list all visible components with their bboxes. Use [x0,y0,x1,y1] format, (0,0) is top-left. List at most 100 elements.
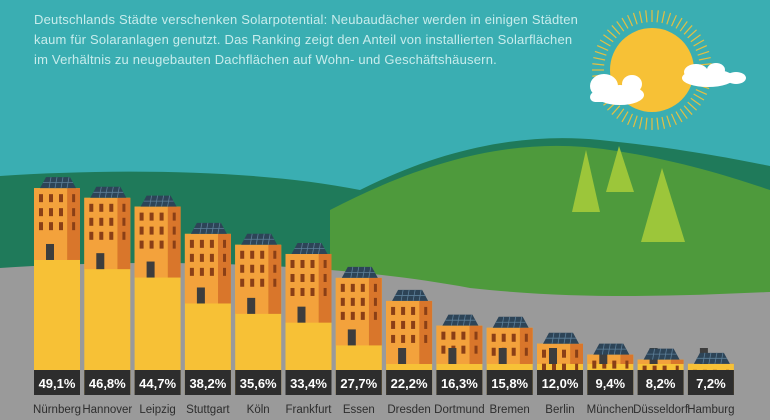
window [189,267,194,276]
window [172,240,176,249]
window [542,349,546,358]
door [549,348,557,364]
value-label: 22,2% [391,376,428,391]
window [491,333,496,342]
window [59,222,63,231]
bar-group: 22,2% Dresden [386,289,433,416]
window [562,349,566,358]
cloud-icon [682,63,746,87]
sun-ray [699,63,712,66]
sun-ray [675,111,683,123]
window [240,278,245,287]
door [347,329,356,346]
intro-line: im Verhältnis zu neugebauten Dachflächen… [34,52,497,67]
value-label-bg [134,370,181,395]
window [189,253,194,262]
sun-ray [656,10,659,23]
sun-ray [616,21,625,32]
category-label: München [587,404,634,416]
value-label: 49,1% [39,376,76,391]
window [199,239,204,248]
bar-group: 8,2% Düsseldorf [633,348,689,416]
sun-ray [638,116,643,129]
window [99,217,104,226]
bar-group: 7,2% Hamburg [687,348,735,416]
sun-ray [596,45,609,52]
category-label: Dortmund [434,404,485,416]
window [99,231,104,240]
bar-group: 15,8% Bremen [486,316,533,416]
window [652,365,657,374]
building-side [670,359,684,364]
window [223,239,227,248]
sun-ray [661,11,666,24]
window [323,259,327,268]
bar-group: 9,4% München [587,343,634,416]
window [401,320,406,329]
sun-ray [638,11,643,24]
sun-ray [645,117,648,130]
window [411,306,416,315]
sun-ray [679,108,688,119]
window [340,297,345,306]
tree-icon [606,146,634,192]
value-label-bg [436,370,483,395]
window [310,287,315,296]
value-label: 12,0% [542,376,579,391]
sun-ray [616,108,625,119]
intro-text: Deutschlands Städte verschenken Solarpot… [34,10,578,70]
sun-ray [603,34,614,43]
window [139,226,144,235]
window [260,250,265,259]
sun-ray [621,17,629,29]
window [109,203,114,212]
window [675,365,679,374]
category-label: Düsseldorf [633,404,689,416]
category-label: Stuttgart [186,404,230,416]
sun-ray [621,111,629,123]
window [575,349,579,358]
window [451,331,456,340]
window [360,311,365,320]
category-label: Hamburg [687,404,734,416]
sun-ray [670,14,677,27]
sun-ray [632,12,638,25]
building-side [469,325,483,364]
window [602,360,607,369]
window [350,297,355,306]
window [461,345,466,354]
window [290,259,295,268]
building-side [519,327,533,364]
door [46,243,54,260]
sun-ray [593,56,606,61]
door [398,348,407,364]
window [501,333,506,342]
window [49,194,53,203]
door [247,297,256,314]
category-label: Essen [343,404,375,416]
value-label-bg [34,370,80,395]
window [373,283,377,292]
sun-ray [632,115,638,128]
sun-ray [693,39,705,47]
sun-ray [695,45,708,52]
window [401,334,406,343]
window [340,283,345,292]
window [273,250,277,259]
value-label: 9,4% [595,376,625,391]
value-label-bg [84,370,131,395]
window [424,320,428,329]
door [146,261,155,278]
window [273,278,277,287]
sun-ray [656,117,659,130]
value-label-bg [587,370,634,395]
sun-ray [627,113,634,126]
window [373,311,377,320]
category-label: Köln [247,404,270,416]
bar-group: 46,8% Hannover [82,186,132,416]
value-label: 7,2% [696,376,726,391]
window [323,273,327,282]
sun-ray [666,115,672,128]
